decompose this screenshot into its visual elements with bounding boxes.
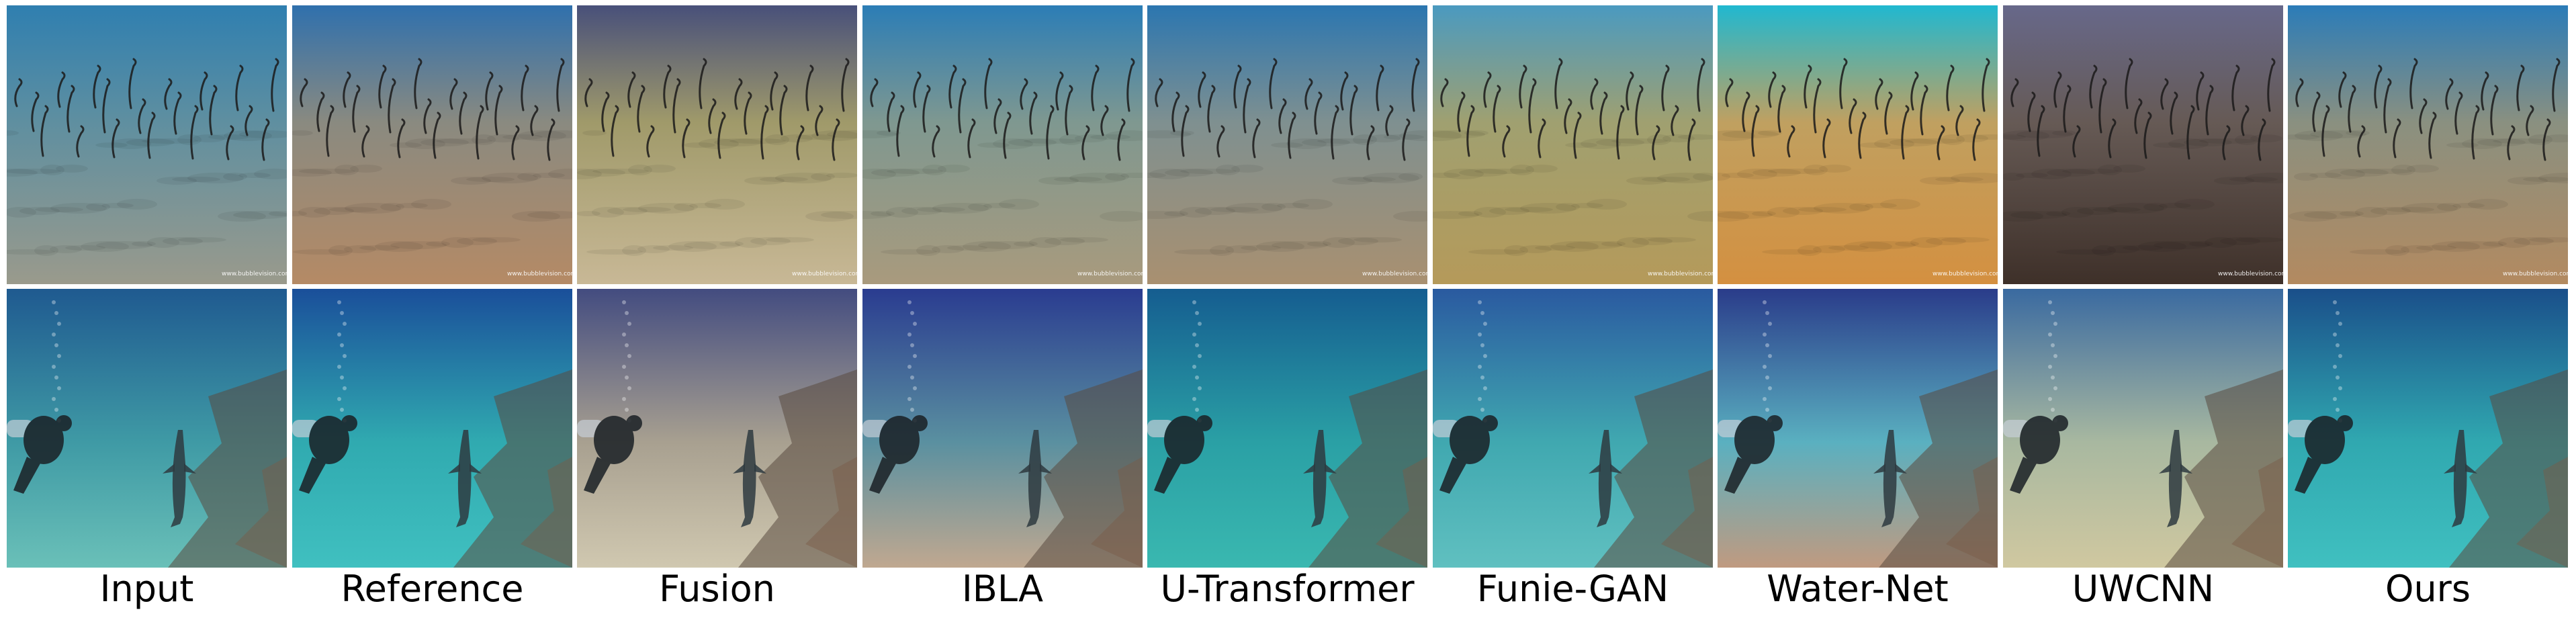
tile-diver-8 xyxy=(2288,289,2568,568)
tile-eels-6: www.bubblevision.com xyxy=(1718,5,1998,284)
garden-eels xyxy=(1725,58,1990,161)
enhanced-image-eels-input: www.bubblevision.com xyxy=(7,5,287,284)
tile-eels-1: www.bubblevision.com xyxy=(292,5,572,284)
svg-text:www.bubblevision.com: www.bubblevision.com xyxy=(792,271,857,277)
scuba-diver xyxy=(1433,415,1498,494)
tile-eels-3: www.bubblevision.com xyxy=(862,5,1143,284)
method-labels: Input Reference Fusion IBLA U-Transformer Fun… xyxy=(7,566,2569,613)
coral-rocks xyxy=(453,369,572,568)
shark xyxy=(1597,430,1612,527)
garden-eels xyxy=(14,58,279,161)
tile-diver-4 xyxy=(1147,289,1427,568)
method-label: UWCNN xyxy=(2072,568,2215,610)
coral-rocks xyxy=(738,369,857,568)
coral-rocks xyxy=(168,369,287,568)
row-garden-eels: www.bubblevision.com www.bubblevision.com… xyxy=(7,5,2569,284)
svg-text:www.bubblevision.com: www.bubblevision.com xyxy=(1648,271,1713,277)
garden-eels xyxy=(2295,58,2561,161)
tile-diver-1 xyxy=(292,289,572,568)
coral-rocks xyxy=(1879,369,1998,568)
method-label: Reference xyxy=(341,568,524,610)
method-label: IBLA xyxy=(961,568,1044,610)
scuba-diver xyxy=(862,415,928,494)
scuba-diver xyxy=(577,415,642,494)
enhanced-image-diver-u-transformer xyxy=(1147,289,1427,568)
shark xyxy=(171,430,186,527)
method-label: Funie-GAN xyxy=(1476,568,1669,610)
svg-text:www.bubblevision.com: www.bubblevision.com xyxy=(2218,271,2283,277)
svg-text:www.bubblevision.com: www.bubblevision.com xyxy=(1362,271,1427,277)
garden-eels xyxy=(300,58,565,161)
enhanced-image-diver-fusion xyxy=(577,289,857,568)
scuba-diver xyxy=(2288,415,2353,494)
enhanced-image-diver-input xyxy=(7,289,287,568)
method-label: Fusion xyxy=(659,568,775,610)
enhanced-image-diver-reference xyxy=(292,289,572,568)
scuba-diver xyxy=(1718,415,1783,494)
enhanced-image-diver-water-net xyxy=(1718,289,1998,568)
svg-text:www.bubblevision.com: www.bubblevision.com xyxy=(507,271,572,277)
tile-eels-2: www.bubblevision.com xyxy=(577,5,857,284)
scuba-diver xyxy=(1147,415,1212,494)
coral-rocks xyxy=(2449,369,2568,568)
enhanced-image-eels-uwcnn: www.bubblevision.com xyxy=(2003,5,2283,284)
enhanced-image-eels-water-net: www.bubblevision.com xyxy=(1718,5,1998,284)
method-label: Input xyxy=(99,568,194,610)
tile-diver-2 xyxy=(577,289,857,568)
enhanced-image-eels-reference: www.bubblevision.com xyxy=(292,5,572,284)
tile-diver-6 xyxy=(1718,289,1998,568)
enhanced-image-eels-ibla: www.bubblevision.com xyxy=(862,5,1143,284)
svg-text:www.bubblevision.com: www.bubblevision.com xyxy=(1077,271,1143,277)
coral-rocks xyxy=(1594,369,1713,568)
scuba-diver xyxy=(292,415,357,494)
scuba-diver xyxy=(7,415,72,494)
coral-rocks xyxy=(1308,369,1427,568)
method-label: Ours xyxy=(2385,568,2471,610)
tile-eels-5: www.bubblevision.com xyxy=(1433,5,1713,284)
enhanced-image-eels-fusion: www.bubblevision.com xyxy=(577,5,857,284)
enhanced-image-diver-funie-gan xyxy=(1433,289,1713,568)
shark xyxy=(1881,430,1897,527)
method-label: Water-Net xyxy=(1767,568,1949,610)
enhanced-image-diver-uwcnn xyxy=(2003,289,2283,568)
tile-eels-4: www.bubblevision.com xyxy=(1147,5,1427,284)
tile-diver-7 xyxy=(2003,289,2283,568)
tile-diver-0 xyxy=(7,289,287,568)
enhanced-image-eels-u-transformer: www.bubblevision.com xyxy=(1147,5,1427,284)
svg-text:www.bubblevision.com: www.bubblevision.com xyxy=(2503,271,2568,277)
tile-eels-7: www.bubblevision.com xyxy=(2003,5,2283,284)
shark xyxy=(741,430,756,527)
tile-diver-3 xyxy=(862,289,1143,568)
row-diver-shark xyxy=(7,289,2569,568)
svg-text:www.bubblevision.com: www.bubblevision.com xyxy=(222,271,287,277)
method-label: U-Transformer xyxy=(1160,568,1415,610)
enhanced-image-diver-ibla xyxy=(862,289,1143,568)
tile-eels-8: www.bubblevision.com xyxy=(2288,5,2568,284)
shark xyxy=(1311,430,1327,527)
shark xyxy=(1026,430,1042,527)
shark xyxy=(2452,430,2467,527)
coral-rocks xyxy=(1024,369,1143,568)
shark xyxy=(456,430,472,527)
svg-text:www.bubblevision.com: www.bubblevision.com xyxy=(1933,271,1998,277)
garden-eels xyxy=(584,58,850,161)
tile-eels-0: www.bubblevision.com xyxy=(7,5,287,284)
garden-eels xyxy=(1440,58,1705,161)
coral-rocks xyxy=(2164,369,2283,568)
enhanced-image-diver-ours xyxy=(2288,289,2568,568)
enhanced-image-eels-ours: www.bubblevision.com xyxy=(2288,5,2568,284)
garden-eels xyxy=(870,58,1135,161)
scuba-diver xyxy=(2003,415,2068,494)
garden-eels xyxy=(1155,58,1420,161)
shark xyxy=(2167,430,2182,527)
enhanced-image-eels-funie-gan: www.bubblevision.com xyxy=(1433,5,1713,284)
garden-eels xyxy=(2010,58,2276,161)
tile-diver-5 xyxy=(1433,289,1713,568)
